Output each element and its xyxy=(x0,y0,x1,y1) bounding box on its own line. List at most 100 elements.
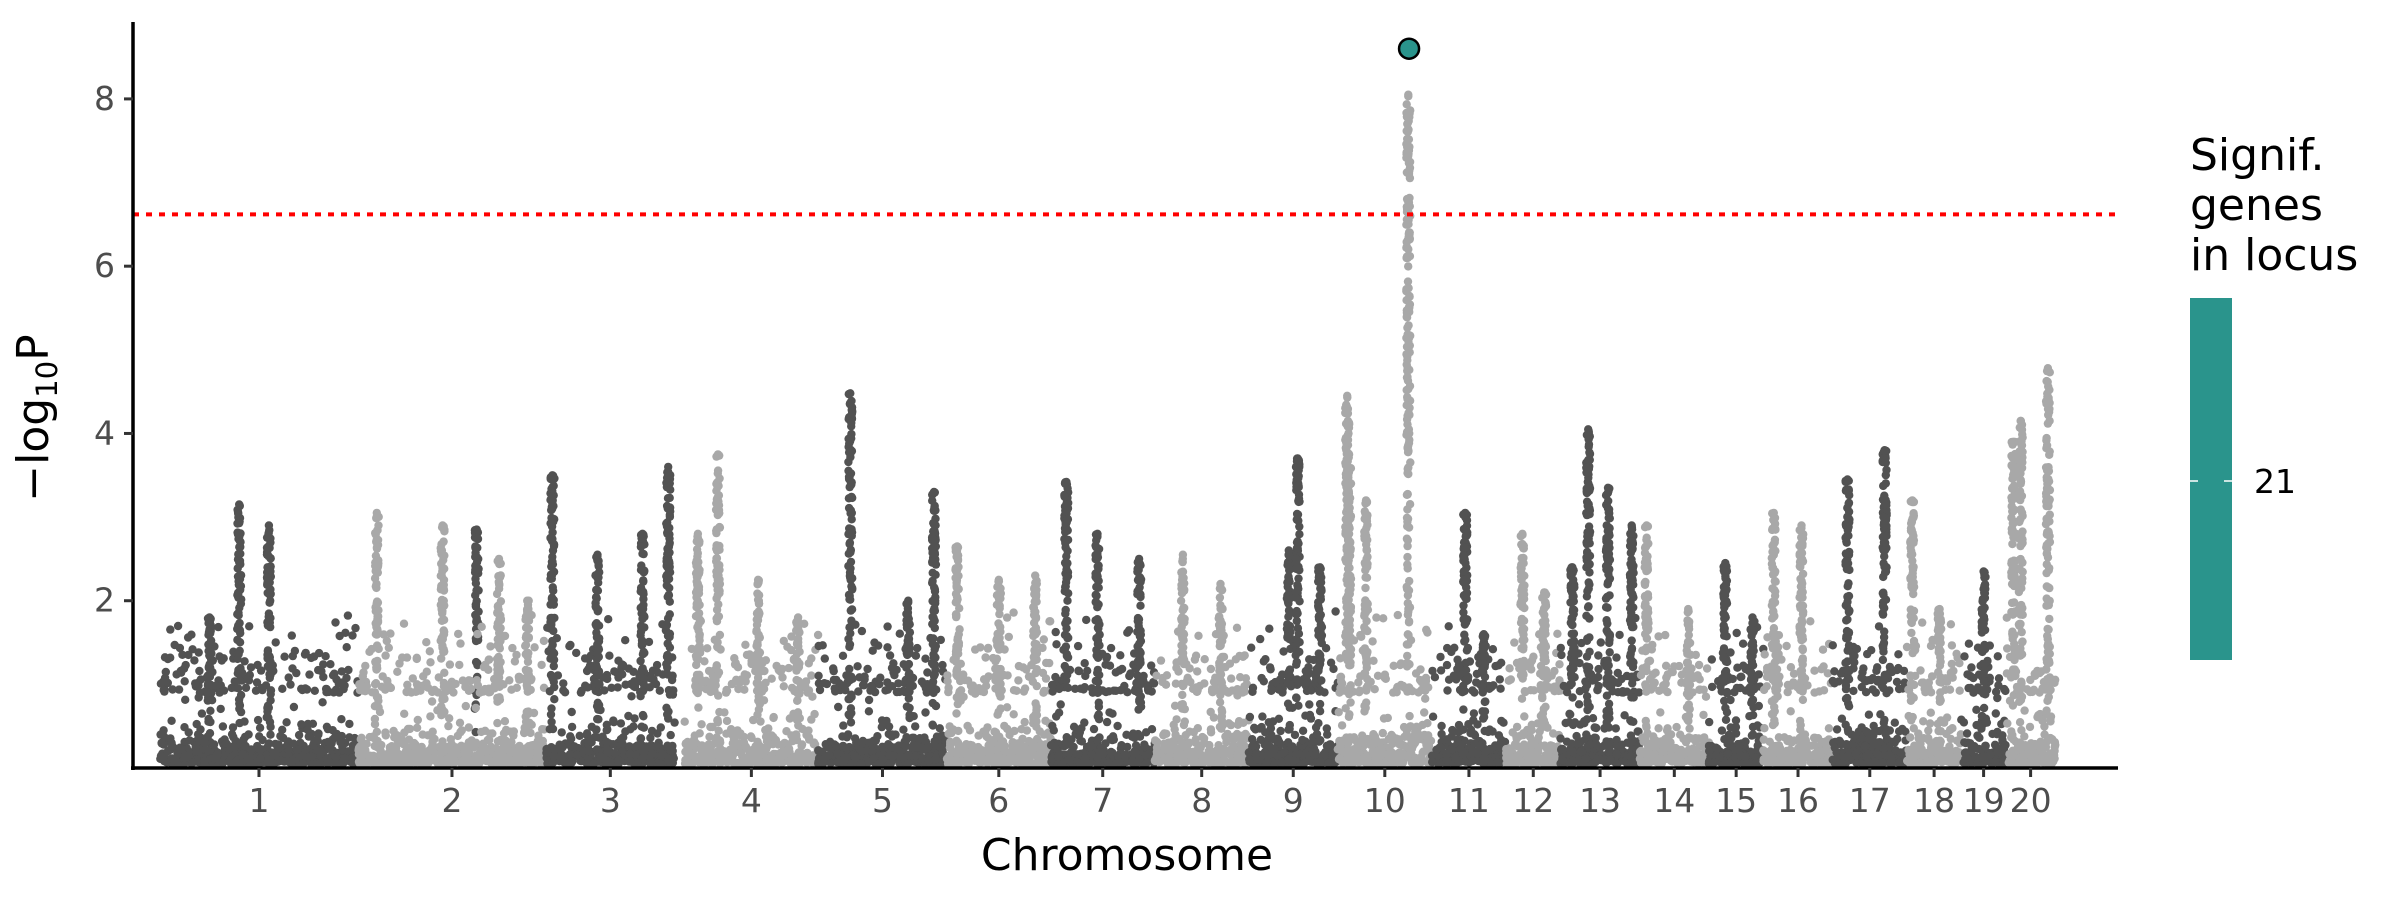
data-point xyxy=(244,730,253,739)
data-point xyxy=(952,657,961,667)
data-point xyxy=(887,730,897,739)
data-point xyxy=(680,717,689,726)
data-point xyxy=(287,631,296,640)
data-point xyxy=(437,711,446,720)
data-point xyxy=(740,670,749,679)
data-point xyxy=(167,754,177,763)
data-point xyxy=(548,552,557,562)
data-point xyxy=(371,561,380,571)
data-point xyxy=(209,740,219,749)
data-point xyxy=(639,589,648,599)
data-point xyxy=(546,570,556,579)
data-point xyxy=(1123,628,1132,637)
data-point xyxy=(832,675,841,685)
data-point xyxy=(264,739,274,748)
data-point xyxy=(1020,684,1030,693)
data-point xyxy=(474,607,483,616)
data-point xyxy=(342,643,351,652)
data-point xyxy=(664,557,674,566)
data-point xyxy=(289,739,298,748)
data-point xyxy=(1026,751,1036,760)
data-point xyxy=(374,521,383,530)
data-point xyxy=(437,616,447,625)
data-point xyxy=(1060,492,1069,501)
data-point xyxy=(1049,726,1059,735)
data-point xyxy=(663,544,672,553)
data-point xyxy=(203,679,213,689)
data-point xyxy=(205,613,214,622)
data-point xyxy=(263,621,273,630)
data-point xyxy=(834,702,843,712)
data-point xyxy=(235,626,245,635)
data-point xyxy=(361,661,370,671)
data-point xyxy=(666,485,675,494)
data-point xyxy=(485,735,494,745)
data-point xyxy=(1060,558,1070,567)
data-point xyxy=(645,683,654,692)
data-point xyxy=(401,759,410,768)
data-point xyxy=(510,657,520,666)
data-point xyxy=(402,653,412,662)
data-point xyxy=(412,723,422,732)
data-point xyxy=(168,685,177,694)
data-point xyxy=(621,636,630,645)
data-point xyxy=(714,691,723,700)
data-point xyxy=(664,462,673,472)
data-point xyxy=(371,679,381,688)
data-point xyxy=(390,754,399,763)
data-point xyxy=(234,509,243,518)
data-point xyxy=(1093,575,1102,585)
data-point xyxy=(983,644,993,653)
data-point xyxy=(319,660,328,669)
data-point xyxy=(307,752,317,761)
data-point xyxy=(559,679,568,688)
data-point xyxy=(1052,640,1061,649)
data-point xyxy=(547,704,556,713)
data-point xyxy=(387,742,396,751)
data-point xyxy=(505,676,514,685)
data-point xyxy=(477,622,486,631)
data-point xyxy=(345,719,354,729)
data-point xyxy=(722,686,732,695)
data-point xyxy=(472,596,481,606)
data-point xyxy=(847,422,856,431)
data-point xyxy=(636,692,645,701)
data-point xyxy=(1048,680,1057,690)
data-point xyxy=(185,736,194,745)
data-point xyxy=(595,733,604,742)
data-point xyxy=(807,671,816,680)
data-point xyxy=(471,703,480,713)
data-point xyxy=(443,757,453,766)
data-point xyxy=(592,603,601,612)
data-point xyxy=(479,662,489,672)
data-point xyxy=(1063,633,1072,643)
data-point xyxy=(839,721,848,730)
data-point xyxy=(610,667,619,676)
data-point xyxy=(173,621,183,631)
data-point xyxy=(928,720,937,729)
data-point xyxy=(930,583,939,592)
data-point xyxy=(240,657,249,666)
data-point xyxy=(807,715,816,724)
data-point xyxy=(921,708,930,717)
data-point xyxy=(469,758,479,767)
data-point xyxy=(792,731,801,740)
data-point xyxy=(547,492,557,502)
data-point xyxy=(1063,616,1072,626)
data-point xyxy=(282,718,291,727)
data-point xyxy=(857,746,866,756)
data-point xyxy=(902,616,911,625)
data-point xyxy=(994,642,1004,651)
data-point xyxy=(271,739,280,749)
data-point xyxy=(263,703,272,713)
data-point xyxy=(476,747,485,756)
data-point xyxy=(847,690,856,699)
data-point xyxy=(1133,616,1143,626)
data-point xyxy=(713,591,722,600)
data-point xyxy=(637,561,646,570)
data-point xyxy=(583,683,592,692)
data-point xyxy=(576,688,586,697)
data-point xyxy=(928,619,937,629)
data-point xyxy=(1093,688,1103,697)
data-point xyxy=(617,660,626,669)
